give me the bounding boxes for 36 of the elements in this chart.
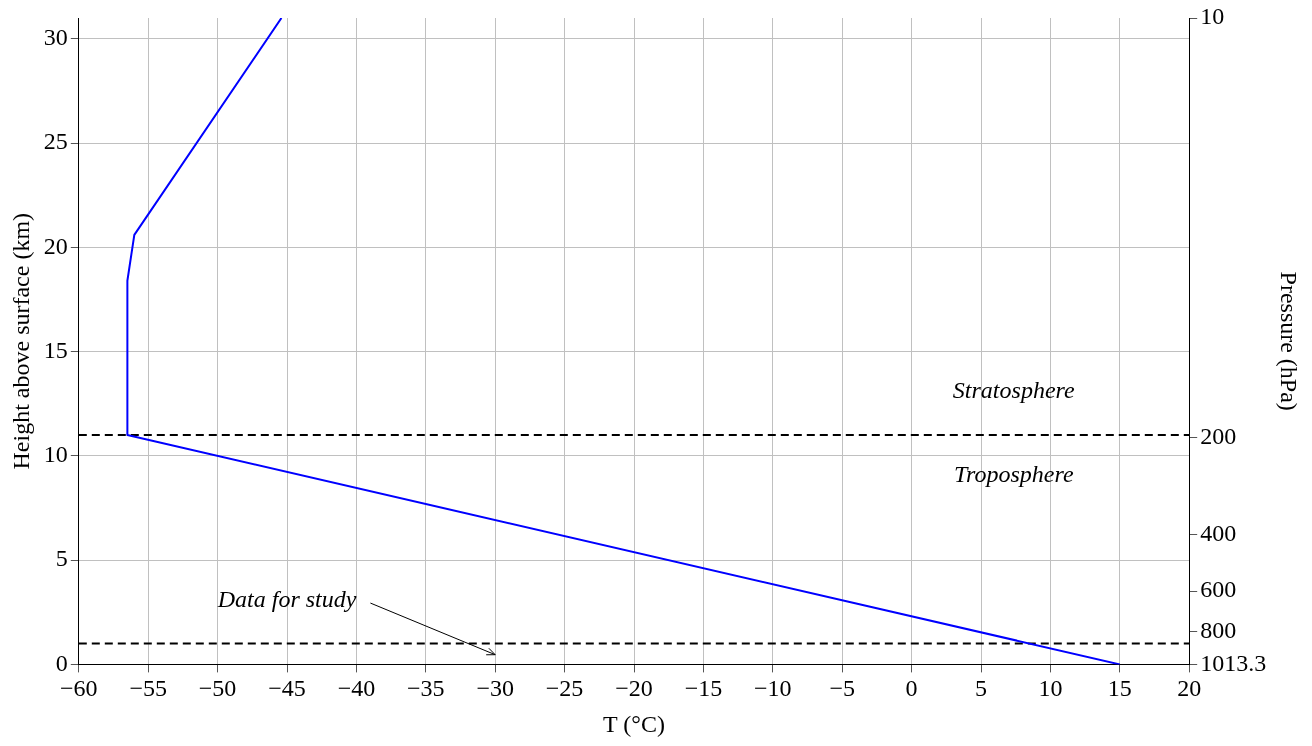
y-tick-label: 10 xyxy=(43,441,68,468)
x-tick-label: −5 xyxy=(829,675,855,702)
x-tick-label: −30 xyxy=(476,675,514,702)
x-tick-label: −40 xyxy=(337,675,376,702)
y-tick-label: 20 xyxy=(43,232,68,259)
x-tick-label: 5 xyxy=(975,675,987,702)
x-tick-label: −10 xyxy=(754,675,792,702)
x-tick-label: −45 xyxy=(268,675,306,702)
annotation: Stratosphere xyxy=(952,376,1075,403)
annotation: Data for study xyxy=(216,586,357,613)
x-tick-label: −35 xyxy=(407,675,445,702)
y2-tick-label: 10 xyxy=(1200,3,1225,30)
y-tick-label: 25 xyxy=(43,128,68,155)
x-tick-label: 20 xyxy=(1177,675,1202,702)
y2-tick-label: 400 xyxy=(1200,519,1237,546)
x-tick-label: −60 xyxy=(60,675,98,702)
x-axis-title: T (°C) xyxy=(603,710,665,737)
y-tick-label: 0 xyxy=(55,649,68,676)
x-tick-label: −50 xyxy=(198,675,237,702)
y2-axis-title: Pressure (hPa) xyxy=(1276,271,1303,411)
y2-tick-label: 800 xyxy=(1200,616,1237,643)
y2-tick-label: 600 xyxy=(1200,576,1237,603)
y-tick-label: 30 xyxy=(43,24,68,51)
x-tick-label: −20 xyxy=(615,675,653,702)
x-tick-label: 10 xyxy=(1038,675,1063,702)
y-tick-label: 5 xyxy=(55,545,68,572)
annotation: Troposphere xyxy=(953,460,1074,487)
x-tick-label: −15 xyxy=(684,675,723,702)
y2-tick-label: 1013.3 xyxy=(1200,649,1267,676)
y-tick-label: 15 xyxy=(43,336,68,363)
x-tick-label: −25 xyxy=(545,675,584,702)
x-tick-label: −55 xyxy=(129,675,167,702)
x-tick-label: 15 xyxy=(1107,675,1132,702)
x-tick-label: 0 xyxy=(905,675,918,702)
y2-tick-label: 200 xyxy=(1200,422,1237,449)
y-axis-title: Height above surface (km) xyxy=(7,212,34,470)
